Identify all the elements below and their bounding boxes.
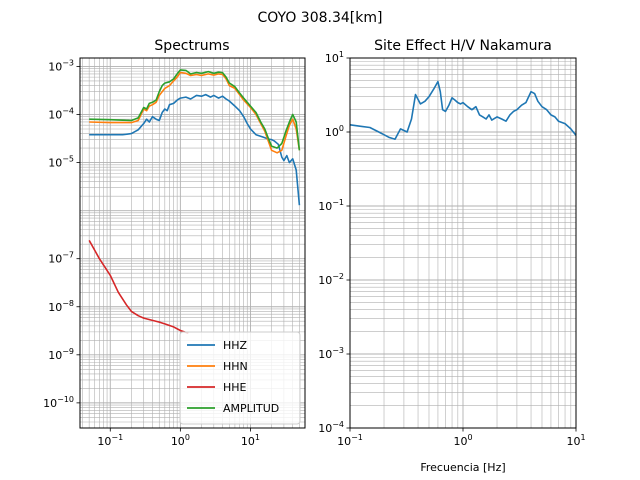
spectrums-ytick-label: 10−9	[48, 347, 74, 362]
hv-ytick-label: 10−2	[318, 272, 344, 287]
spectrums-ytick-label: 10−10	[43, 395, 74, 410]
hv-panel: Site Effect H/V Nakamura Frecuencia [Hz]…	[318, 38, 585, 474]
spectrums-ytick-label: 10−5	[48, 155, 74, 170]
spectrums-ytick-label: 10−3	[48, 58, 74, 73]
spectrums-xtick-label: 10−1	[97, 433, 123, 448]
legend-label-hhn: HHN	[223, 360, 248, 373]
hv-xtick-label: 10−1	[337, 433, 363, 448]
legend-box	[179, 331, 301, 425]
spectrums-xtick-label: 101	[241, 433, 260, 448]
spectrums-series-hhz	[89, 93, 301, 206]
spectrums-series-hhe	[88, 240, 189, 335]
hv-ytick-label: 10−4	[318, 420, 344, 435]
legend-label-hhz: HHZ	[223, 339, 248, 352]
figure-title: COYO 308.34[km]	[258, 10, 383, 26]
hv-ytick-label: 10−1	[318, 198, 344, 213]
spectrums-series-amplitud	[89, 69, 301, 151]
hv-xtick-label: 101	[566, 433, 585, 448]
spectrums-ytick-label: 10−4	[48, 107, 74, 122]
hv-ytick-label: 10−3	[318, 346, 344, 361]
hv-xtick-label: 100	[453, 433, 472, 448]
spectrums-ytick-label: 10−8	[48, 299, 74, 314]
hv-title: Site Effect H/V Nakamura	[374, 38, 552, 54]
spectrums-legend: HHZ HHN HHE AMPLITUD	[179, 331, 301, 425]
hv-ytick-label: 101	[325, 50, 344, 65]
spectrums-title: Spectrums	[154, 38, 229, 54]
spectrums-axes-frame	[79, 57, 306, 429]
spectrums-xtick-label: 100	[171, 433, 190, 448]
spectrums-series-hhn	[89, 71, 301, 154]
legend-label-amplitud: AMPLITUD	[223, 402, 279, 415]
hv-series-hv-ratio	[349, 80, 577, 140]
hv-grid	[349, 57, 577, 429]
legend-label-hhe: HHE	[223, 381, 247, 394]
hv-xlabel: Frecuencia [Hz]	[420, 461, 505, 474]
hv-ytick-label: 100	[325, 124, 344, 139]
spectrums-ytick-label: 10−7	[48, 251, 74, 266]
spectrums-grid	[80, 58, 306, 429]
spectrums-panel: Spectrums 10−1 100 101 10−10 10−9 10−8 10−7 10−…	[43, 38, 306, 448]
